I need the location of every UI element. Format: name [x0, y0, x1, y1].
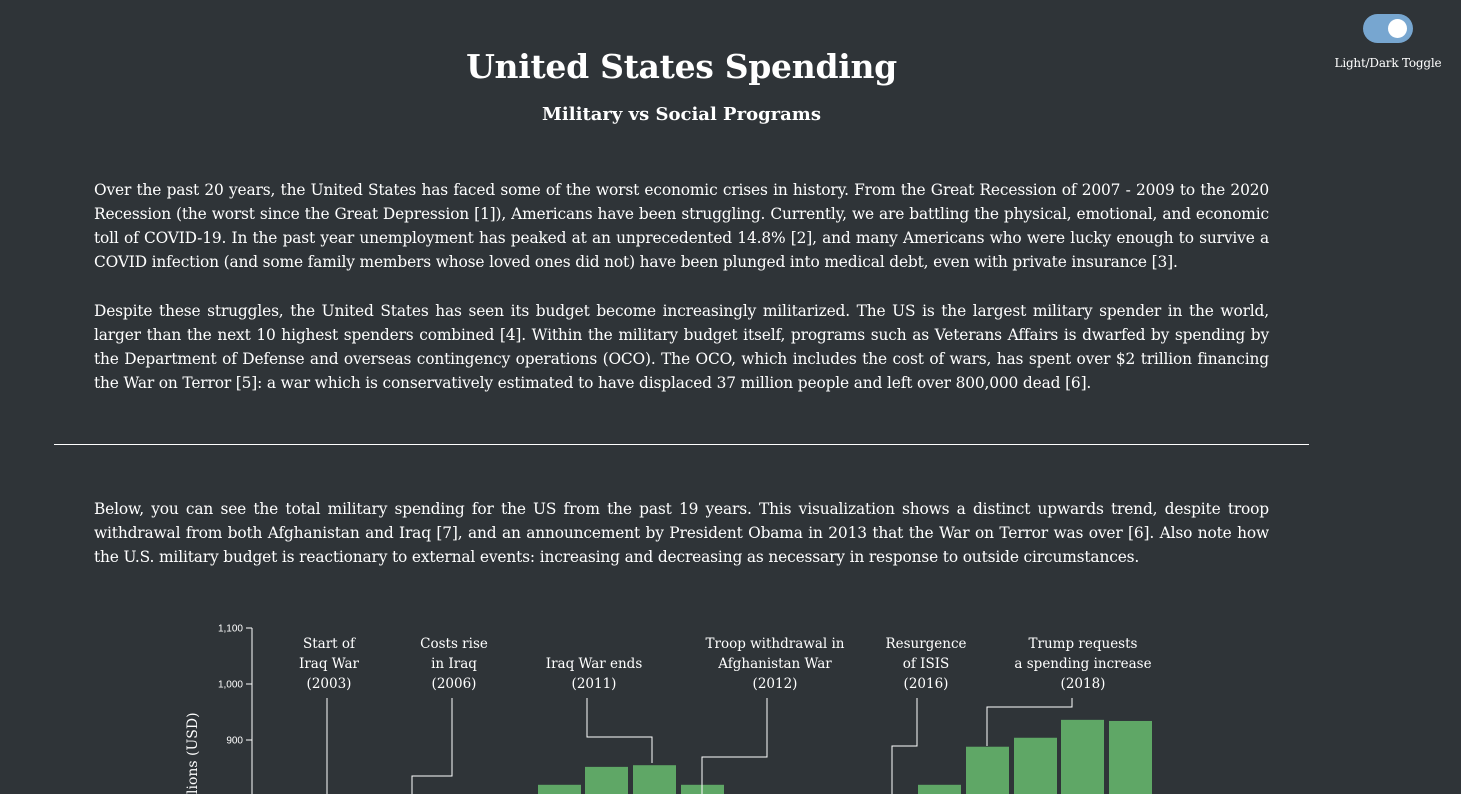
annotation-label: of ISIS: [903, 656, 950, 672]
chart-bar: [538, 784, 581, 794]
annotation-leader-line: [986, 698, 1073, 746]
annotation-label: in Iraq: [431, 656, 477, 672]
annotation-label: Start of: [303, 636, 356, 652]
chart-bar: [633, 765, 676, 794]
annotation-leader-line: [891, 698, 918, 794]
annotation-label: (2006): [432, 676, 477, 692]
y-tick-label: 1,000: [218, 680, 243, 691]
annotation-label: Resurgence: [885, 636, 966, 652]
annotation-label: a spending increase: [1014, 656, 1151, 672]
theme-toggle-container: Light/Dark Toggle: [1330, 14, 1446, 70]
annotation-label: Costs rise: [420, 636, 488, 652]
military-spending-chart: 1,100 1,000 900 lions (USD) Start of Iraq War…: [185, 624, 1152, 794]
toggle-knob: [1388, 19, 1407, 38]
chart-bar: [1109, 720, 1152, 794]
chart-description: Below, you can see the total military sp…: [94, 500, 1269, 566]
annotation-label: (2011): [572, 676, 617, 692]
light-dark-toggle[interactable]: [1363, 14, 1413, 43]
annotation-label: (2018): [1061, 676, 1106, 692]
annotation-label: Iraq War: [299, 656, 360, 672]
chart-bar: [585, 766, 628, 794]
chart-bar: [1014, 737, 1057, 794]
annotation-label: (2012): [753, 676, 798, 692]
annotation-label: Troop withdrawal in: [705, 636, 844, 652]
y-tick-label: 1,100: [218, 624, 243, 635]
annotation-label: Trump requests: [1029, 636, 1138, 652]
y-axis-label: lions (USD): [185, 712, 201, 794]
y-tick-label: 900: [226, 736, 243, 747]
section-divider: [54, 444, 1309, 445]
page-subtitle: Military vs Social Programs: [542, 104, 821, 125]
page-title: United States Spending: [466, 47, 897, 86]
annotation-label: Afghanistan War: [717, 656, 832, 672]
annotation-leader-line: [701, 698, 768, 794]
chart-bar: [966, 746, 1009, 794]
annotation-label: Iraq War ends: [546, 656, 643, 672]
intro-paragraph-2: Despite these struggles, the United Stat…: [94, 302, 1269, 392]
annotation-label: (2016): [904, 676, 949, 692]
annotation-label: (2003): [307, 676, 352, 692]
intro-paragraph-1: Over the past 20 years, the United State…: [94, 181, 1269, 271]
chart-bar: [918, 784, 961, 794]
toggle-label: Light/Dark Toggle: [1334, 56, 1442, 70]
annotation-leader-line: [411, 698, 453, 794]
chart-bar: [1061, 719, 1104, 794]
annotation-leader-line: [586, 698, 653, 763]
